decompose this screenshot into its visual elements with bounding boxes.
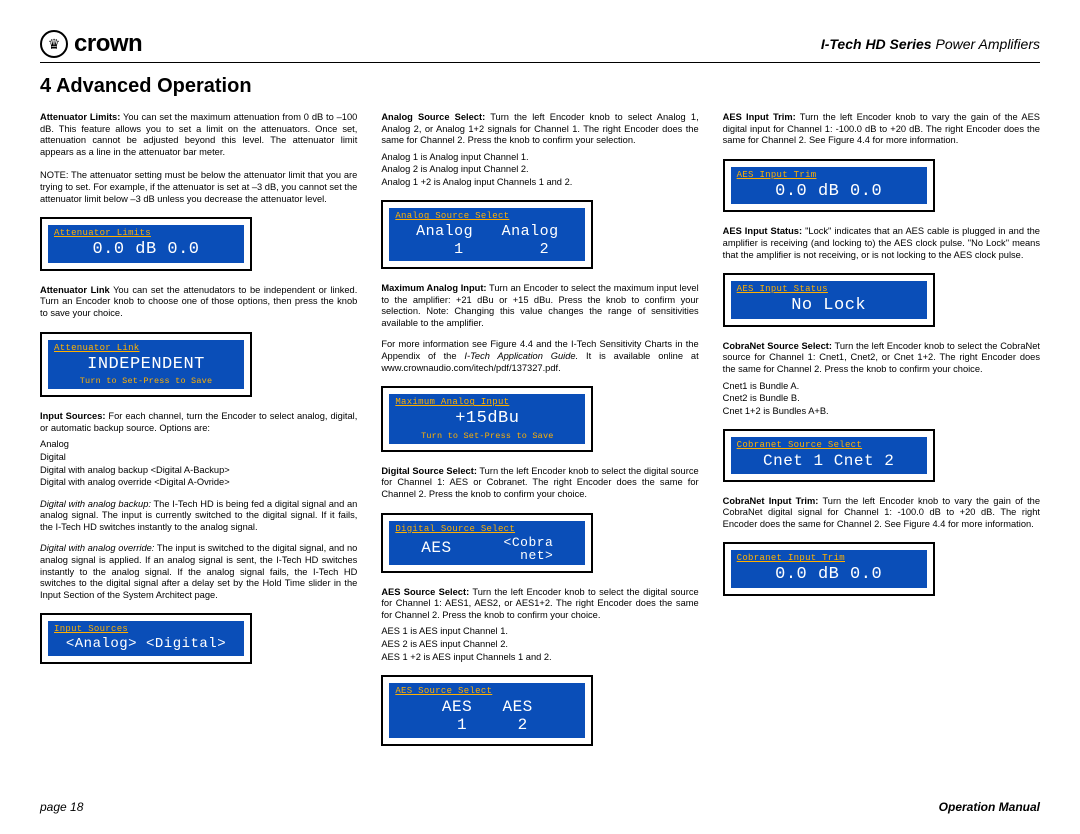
attenuator-link-para: Attenuator Link You can set the attenuda… xyxy=(40,285,357,320)
attenuator-note: NOTE: The attenuator setting must be bel… xyxy=(40,170,357,205)
section-title: 4 Advanced Operation xyxy=(40,75,1040,98)
column-2: Analog Source Select: Turn the left Enco… xyxy=(381,112,698,760)
lcd-max-analog: Maximum Analog Input +15dBu Turn to Set-… xyxy=(381,386,593,452)
brand-text: crown xyxy=(74,30,142,58)
lcd-digital-source: Digital Source Select AES <Cobra net> xyxy=(381,513,593,573)
column-3: AES Input Trim: Turn the left Encoder kn… xyxy=(723,112,1040,760)
lcd-aes-source: AES Source Select AES AES 1 2 xyxy=(381,675,593,746)
lcd-input-sources: Input Sources <Analog> <Digital> xyxy=(40,613,252,663)
page-number: page 18 xyxy=(40,800,83,814)
lcd-aes-status: AES Input Status No Lock xyxy=(723,273,935,327)
attenuator-limits-para: Attenuator Limits: You can set the maxim… xyxy=(40,112,357,158)
cobranet-source-para: CobraNet Source Select: Turn the left En… xyxy=(723,341,1040,376)
cobranet-trim-para: CobraNet Input Trim: Turn the left Encod… xyxy=(723,496,1040,531)
brand-logo: ♛ crown xyxy=(40,30,142,58)
lcd-aes-trim: AES Input Trim 0.0 dB 0.0 xyxy=(723,159,935,213)
lcd-attenuator-link: Attenuator Link INDEPENDENT Turn to Set-… xyxy=(40,332,252,398)
input-sources-para: Input Sources: For each channel, turn th… xyxy=(40,411,357,434)
manual-label: Operation Manual xyxy=(939,800,1040,814)
lcd-cobranet-source: Cobranet Source Select Cnet 1 Cnet 2 xyxy=(723,429,935,481)
more-info-para: For more information see Figure 4.4 and … xyxy=(381,339,698,374)
input-source-options: Analog Digital Digital with analog backu… xyxy=(40,438,357,488)
analog-source-list: Analog 1 is Analog input Channel 1. Anal… xyxy=(381,151,698,189)
digital-source-select-para: Digital Source Select: Turn the left Enc… xyxy=(381,466,698,501)
page-footer: page 18 Operation Manual xyxy=(40,800,1040,814)
page-header: ♛ crown I-Tech HD Series Power Amplifier… xyxy=(40,30,1040,58)
analog-source-para: Analog Source Select: Turn the left Enco… xyxy=(381,112,698,147)
digital-override-para: Digital with analog override: The input … xyxy=(40,543,357,601)
lcd-analog-source: Analog Source Select Analog Analog 1 2 xyxy=(381,200,593,269)
lcd-attenuator-limits: Attenuator Limits 0.0 dB 0.0 xyxy=(40,217,252,271)
content-columns: Attenuator Limits: You can set the maxim… xyxy=(40,112,1040,760)
max-analog-input-para: Maximum Analog Input: Turn an Encoder to… xyxy=(381,283,698,329)
crown-icon: ♛ xyxy=(40,30,68,58)
lcd-cobranet-trim: Cobranet Input Trim 0.0 dB 0.0 xyxy=(723,542,935,596)
aes-input-trim-para: AES Input Trim: Turn the left Encoder kn… xyxy=(723,112,1040,147)
header-rule xyxy=(40,62,1040,63)
aes-input-status-para: AES Input Status: "Lock" indicates that … xyxy=(723,226,1040,261)
digital-backup-para: Digital with analog backup: The I-Tech H… xyxy=(40,499,357,534)
series-title: I-Tech HD Series Power Amplifiers xyxy=(821,36,1040,52)
column-1: Attenuator Limits: You can set the maxim… xyxy=(40,112,357,760)
aes-source-select-para: AES Source Select: Turn the left Encoder… xyxy=(381,587,698,622)
aes-source-list: AES 1 is AES input Channel 1. AES 2 is A… xyxy=(381,625,698,663)
cobranet-source-list: Cnet1 is Bundle A. Cnet2 is Bundle B. Cn… xyxy=(723,380,1040,418)
